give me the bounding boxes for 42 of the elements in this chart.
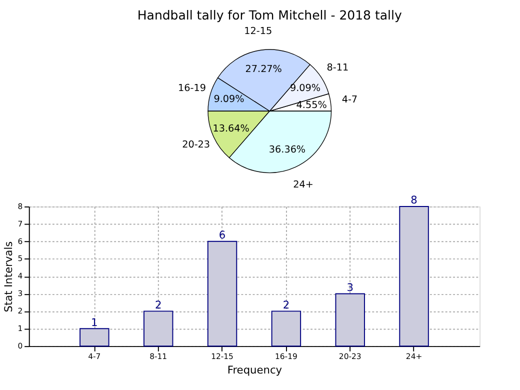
slice-label: 20-23 — [182, 140, 210, 151]
x-tick-label: 20-23 — [338, 352, 362, 362]
chart-title: Handball tally for Tom Mitchell - 2018 tally — [137, 8, 402, 23]
y-tick-label: 7 — [18, 219, 23, 228]
data-label: 2 — [154, 299, 162, 312]
data-label: 27.27% — [245, 64, 282, 76]
x-tick-label: 4-7 — [88, 352, 101, 362]
data-label: 8 — [410, 194, 418, 207]
slice-label: 12-15 — [244, 26, 272, 37]
data-label: 2 — [282, 299, 290, 312]
bar — [80, 328, 110, 347]
x-tick-label: 8-11 — [150, 352, 168, 362]
y-tick-label: 6 — [18, 236, 23, 246]
slice-label: 4-7 — [342, 94, 358, 106]
slice-label: 8-11 — [326, 62, 349, 74]
bar — [143, 310, 174, 347]
x-axis-title: Frequency — [227, 364, 282, 377]
x-tick-label: 24+ — [406, 352, 422, 362]
slice-label: 16-19 — [178, 83, 206, 94]
bar — [399, 206, 429, 347]
y-tick-label: 8 — [18, 202, 23, 211]
data-label: 9.09% — [214, 94, 244, 106]
bar — [271, 310, 302, 347]
data-label: 13.64% — [212, 124, 250, 135]
data-label: 3 — [346, 282, 354, 294]
data-label: 6 — [218, 229, 226, 242]
x-tick-label: 16-19 — [275, 352, 298, 362]
y-tick-label: 3 — [18, 289, 23, 298]
y-axis-title: Stat Intervals — [2, 241, 15, 312]
y-tick-label: 0 — [18, 342, 23, 350]
slice-label: 24+ — [293, 180, 314, 191]
y-tick-label: 1 — [18, 324, 23, 334]
data-label: 1 — [91, 316, 98, 329]
y-tick-label: 4 — [18, 272, 23, 281]
bar — [335, 293, 365, 347]
y-tick-label: 5 — [18, 254, 23, 264]
x-tick-label: 12-15 — [211, 352, 234, 362]
y-tick-label: 2 — [18, 306, 23, 316]
bar — [207, 240, 238, 347]
data-label: 9.09% — [290, 83, 321, 94]
data-label: 4.55% — [296, 100, 327, 111]
data-label: 36.36% — [268, 144, 306, 156]
